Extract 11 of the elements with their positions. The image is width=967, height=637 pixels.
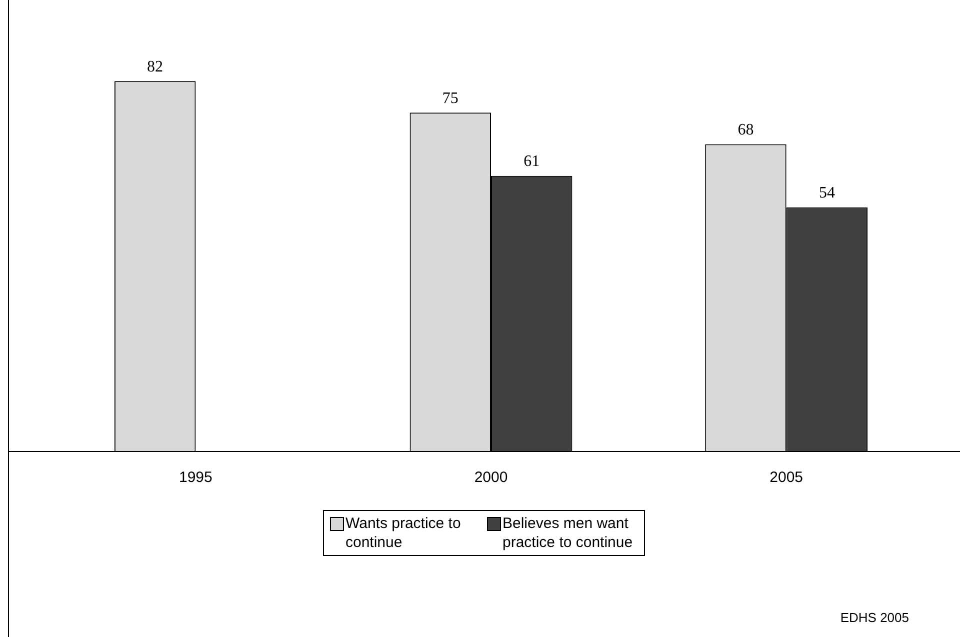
data-label: 61 (524, 153, 540, 170)
x-tick-label: 2000 (474, 469, 508, 486)
x-tick-label: 2005 (770, 469, 804, 486)
x-tick-label: 1995 (178, 469, 212, 486)
data-label: 75 (442, 90, 458, 107)
text: EDHS 2005 (840, 610, 909, 625)
legend-label: Wants practice to continue (346, 514, 462, 552)
data-label: 68 (738, 121, 754, 138)
data-label: 54 (818, 184, 835, 202)
data-label: 82 (147, 58, 164, 76)
legend-label: Believes men want practice to continue (502, 514, 634, 552)
